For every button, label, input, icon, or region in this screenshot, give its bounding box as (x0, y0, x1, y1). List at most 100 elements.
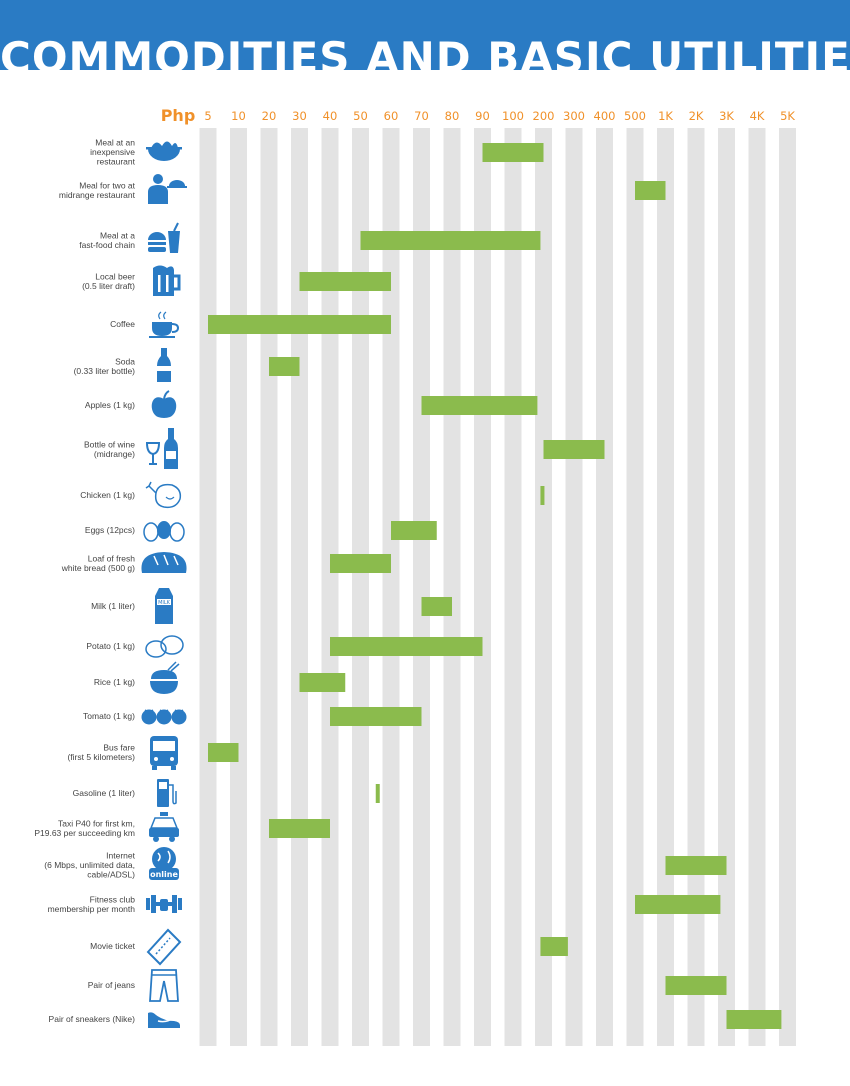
x-tick-label: 50 (353, 109, 368, 123)
category-label-line: Eggs (12pcs) (85, 525, 135, 535)
headlight (154, 757, 158, 761)
currency-unit-label: Php (161, 106, 196, 125)
scores (153, 554, 179, 566)
online-globe-icon: online (149, 847, 179, 880)
patty (148, 242, 166, 245)
stripe (166, 275, 169, 292)
wine-icon (145, 428, 178, 469)
x-tick-label: 5 (204, 109, 211, 123)
wheel (171, 766, 176, 770)
label-band (166, 451, 176, 459)
dumbbell-icon (146, 895, 182, 913)
x-tick-label: 3K (719, 109, 734, 123)
headlight (170, 757, 174, 761)
category-label: Bus fare (first 5 kilometers) (67, 742, 135, 762)
chopsticks (167, 661, 180, 672)
x-tick-label: 1K (658, 109, 673, 123)
category-label-line: Bottle of wine (84, 439, 135, 449)
milk-carton-icon: MILK (155, 588, 173, 624)
grid-column (596, 128, 613, 1046)
category-label-line: (0.5 liter draft) (82, 281, 135, 291)
stem (149, 454, 157, 465)
price-bar (635, 181, 666, 200)
category-label: Taxi P40 for first km, P19.63 per succeed… (34, 818, 135, 838)
x-tick-label: 2K (689, 109, 704, 123)
category-label: Bottle of wine (midrange) (84, 439, 135, 459)
category-label-line: Potato (1 kg) (86, 641, 135, 651)
tomato (156, 709, 172, 725)
noodles (151, 141, 178, 148)
label-band (157, 366, 171, 371)
plate (151, 895, 156, 913)
mug (153, 265, 174, 296)
category-label-line: P19.63 per succeeding km (34, 828, 135, 838)
price-bar (299, 272, 391, 291)
cup (168, 231, 180, 253)
saucer (149, 336, 175, 338)
category-label-line: Local beer (95, 271, 135, 281)
grid-column (535, 128, 552, 1046)
fist (160, 899, 168, 911)
tomato-leaf (144, 709, 154, 714)
plate (178, 898, 182, 910)
fuel-pump-icon (157, 779, 177, 807)
category-label-line: Fitness club (90, 894, 136, 904)
category-label: Pair of jeans (88, 980, 135, 990)
category-label-line: midrange restaurant (59, 190, 136, 200)
grid-column (230, 128, 247, 1046)
jeans-icon (149, 969, 179, 1002)
category-label: Milk (1 liter) (91, 601, 135, 611)
taxi-sign (160, 812, 168, 816)
category-label-line: Meal for two at (79, 180, 135, 190)
burger-drink-icon (148, 222, 180, 253)
category-label: Tomato (1 kg) (83, 711, 135, 721)
cup (152, 322, 172, 336)
milk-mark: MILK (158, 600, 171, 606)
bottle (164, 428, 178, 469)
category-label: Meal for two at midrange restaurant (59, 180, 136, 200)
category-label-line: Soda (115, 356, 135, 366)
category-label: Soda (0.33 liter bottle) (74, 356, 136, 376)
plate (146, 898, 150, 910)
category-label-line: Meal at an (95, 138, 135, 148)
x-tick-label: 40 (323, 109, 338, 123)
x-tick-label: 200 (533, 109, 555, 123)
sneaker-icon (148, 1012, 180, 1028)
category-label-line: fast-food chain (79, 240, 135, 250)
grid-column (504, 128, 522, 1046)
grid-columns (199, 128, 796, 1046)
rim (146, 147, 182, 150)
price-bar (330, 637, 483, 656)
category-label: Fitness club membership per month (48, 894, 136, 914)
price-bar (269, 819, 330, 838)
bowl (150, 681, 178, 694)
x-tick-label: 100 (502, 109, 524, 123)
price-bar (269, 357, 300, 376)
grid-column (657, 128, 674, 1046)
car-body (149, 828, 179, 837)
glass (145, 442, 161, 456)
category-label: Pair of sneakers (Nike) (49, 1014, 136, 1024)
tomato (171, 709, 187, 725)
windshield (153, 741, 175, 751)
grid-column (626, 128, 644, 1046)
grid-column (382, 128, 400, 1046)
straw (173, 222, 179, 232)
price-bar (421, 597, 452, 616)
price-bar (665, 856, 727, 875)
price-bar (360, 231, 541, 250)
stripe (158, 275, 161, 292)
waiter-icon (148, 174, 187, 204)
x-tick-label: 60 (384, 109, 399, 123)
bun (148, 232, 166, 240)
eggs-icon (143, 521, 185, 542)
x-tick-label: 4K (750, 109, 765, 123)
potato (145, 640, 167, 658)
x-tick-label: 500 (624, 109, 646, 123)
plate (172, 895, 177, 913)
shoe (148, 1012, 180, 1025)
badge (149, 868, 179, 880)
price-bars (208, 143, 782, 1029)
grid-column (687, 128, 705, 1046)
